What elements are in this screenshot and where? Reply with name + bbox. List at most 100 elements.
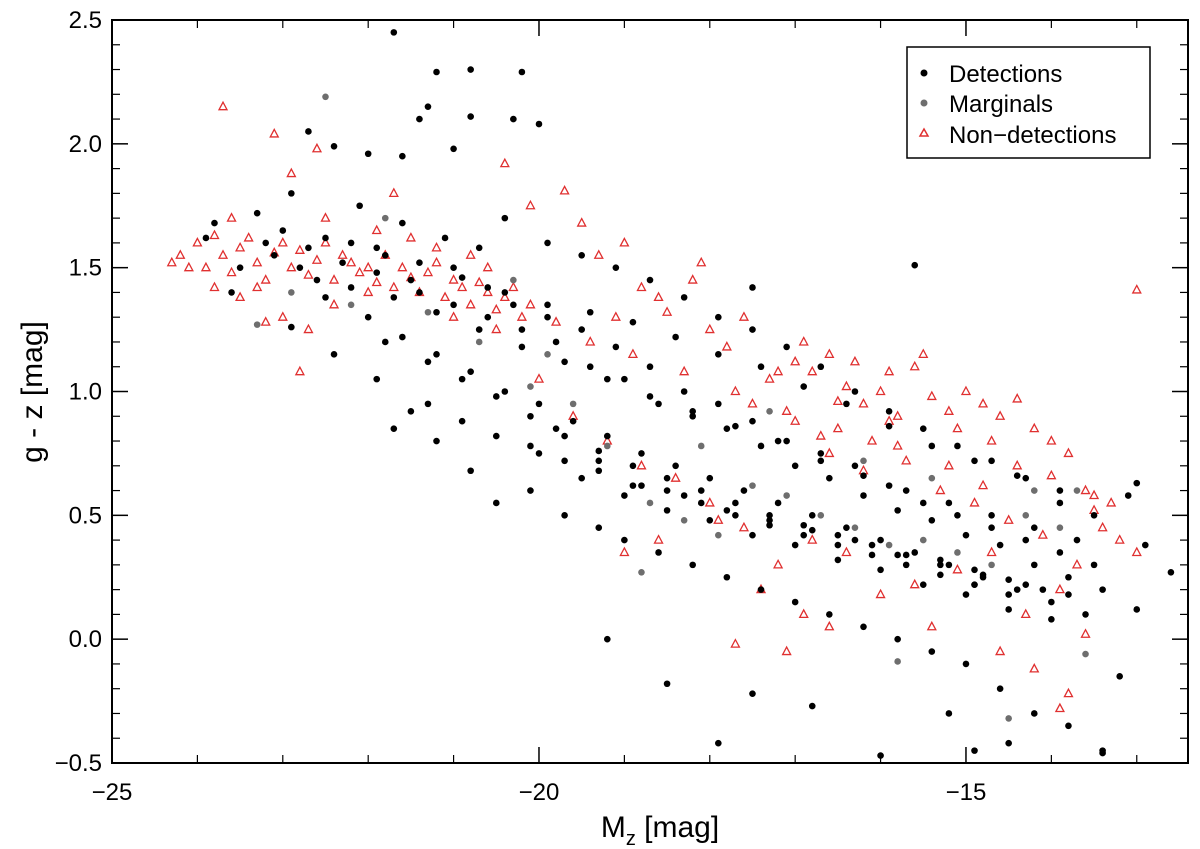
point-detections	[407, 276, 415, 284]
point-detections	[996, 541, 1004, 549]
point-detections	[808, 702, 816, 710]
point-detections	[1039, 586, 1047, 593]
point-detections	[791, 541, 799, 549]
point-detections	[621, 536, 628, 544]
point-non-detections	[679, 365, 690, 376]
point-non-detections	[166, 256, 177, 267]
point-non-detections	[482, 286, 493, 297]
point-detections	[971, 581, 978, 588]
point-non-detections	[952, 563, 963, 574]
point-non-detections	[448, 311, 459, 321]
point-detections	[1065, 591, 1072, 598]
point-non-detections	[200, 261, 212, 272]
point-non-detections	[192, 237, 203, 247]
point-marginals	[475, 338, 483, 346]
point-detections	[629, 482, 637, 489]
point-non-detections	[824, 447, 835, 458]
point-non-detections	[1063, 447, 1074, 458]
point-non-detections	[277, 311, 288, 321]
point-detections	[954, 512, 961, 519]
point-marginals	[766, 408, 773, 415]
point-detections	[467, 66, 474, 73]
point-non-detections	[235, 291, 246, 302]
point-non-detections	[371, 276, 382, 287]
point-non-detections	[252, 256, 263, 267]
point-detections	[535, 400, 543, 408]
point-non-detections	[1029, 663, 1040, 673]
point-detections	[1030, 524, 1038, 532]
point-non-detections	[328, 298, 340, 309]
point-marginals	[928, 474, 936, 482]
point-non-detections	[858, 398, 869, 408]
x-axis-title: Mz [mag]	[601, 811, 719, 849]
point-detections	[347, 284, 355, 291]
point-detections	[416, 289, 423, 296]
point-detections	[390, 29, 398, 36]
point-detections	[1030, 710, 1038, 717]
point-non-detections	[303, 269, 314, 279]
point-detections	[911, 261, 919, 269]
point-detections	[1022, 474, 1030, 482]
point-marginals	[646, 499, 654, 507]
point-non-detections	[738, 311, 750, 321]
point-detections	[971, 457, 978, 465]
point-detections	[450, 264, 457, 271]
point-detections	[510, 301, 517, 309]
point-detections	[1065, 573, 1072, 581]
point-detections	[877, 566, 884, 574]
legend: Detections Marginals Non−detections	[906, 46, 1151, 159]
point-non-detections	[457, 281, 468, 292]
point-detections	[450, 145, 457, 153]
point-non-detections	[294, 365, 305, 376]
point-non-detections	[465, 298, 476, 309]
point-detections	[885, 422, 893, 430]
point-detections	[860, 623, 867, 631]
point-non-detections	[653, 291, 664, 302]
point-non-detections	[773, 365, 784, 376]
point-non-detections	[593, 249, 604, 259]
point-detections	[749, 326, 756, 333]
point-marginals	[1005, 715, 1012, 722]
point-marginals	[783, 492, 790, 499]
point-detections	[373, 375, 381, 383]
point-non-detections	[619, 237, 630, 247]
point-detections	[458, 274, 466, 281]
point-detections	[1005, 576, 1012, 584]
point-detections	[612, 343, 620, 351]
point-non-detections	[354, 266, 365, 277]
point-non-detections	[1080, 628, 1091, 638]
point-detections	[569, 417, 577, 425]
point-detections	[399, 333, 406, 341]
point-non-detections	[781, 645, 792, 656]
point-detections	[595, 447, 603, 455]
point-non-detections	[824, 620, 835, 631]
point-non-detections	[363, 261, 374, 272]
point-detections	[911, 549, 919, 556]
point-detections	[851, 536, 859, 544]
point-detections	[1005, 739, 1012, 747]
point-non-detections	[311, 254, 323, 264]
point-non-detections	[491, 323, 502, 334]
point-detections	[834, 541, 842, 549]
point-non-detections	[559, 185, 570, 195]
point-detections	[834, 531, 842, 539]
point-non-detections	[311, 142, 323, 153]
point-non-detections	[977, 479, 989, 490]
point-non-detections	[704, 497, 715, 507]
point-detections	[518, 326, 526, 333]
point-non-detections	[388, 187, 399, 198]
point-detections	[817, 457, 825, 465]
point-detections	[305, 128, 312, 135]
point-detections	[467, 113, 474, 120]
point-non-detections	[439, 291, 451, 302]
x-tick-label: −20	[519, 779, 560, 806]
point-detections	[1099, 749, 1106, 757]
point-detections	[1013, 472, 1021, 480]
point-marginals	[638, 568, 645, 576]
point-non-detections	[935, 484, 946, 495]
point-detections	[663, 487, 671, 494]
point-detections	[937, 561, 944, 569]
point-non-detections	[866, 435, 878, 445]
point-detections	[697, 487, 705, 494]
